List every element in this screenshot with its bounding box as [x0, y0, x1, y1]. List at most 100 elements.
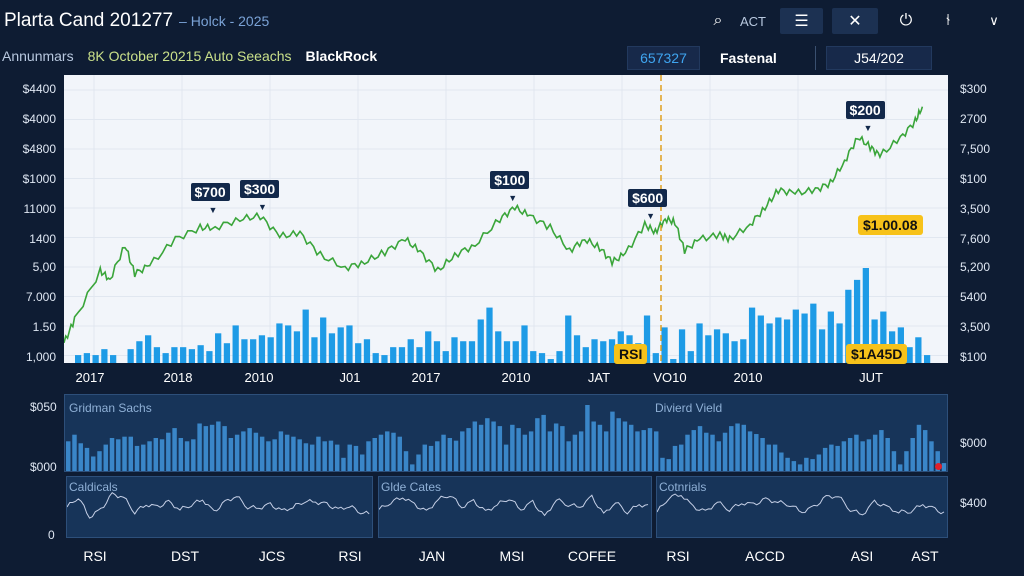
indicator-bar	[197, 423, 202, 471]
y-tick-left: 7.000	[25, 290, 56, 304]
x-tick: RSI	[666, 548, 690, 564]
price-annotation: $200	[845, 100, 885, 119]
indicator-bar	[516, 428, 521, 471]
volume-bar	[818, 329, 826, 363]
symbol-label[interactable]: Fastenal	[720, 50, 777, 66]
indicator-bar	[541, 414, 546, 471]
menu-icon[interactable]: ☰	[780, 8, 823, 34]
x-tick: VO10	[653, 370, 687, 385]
volume-bar	[530, 351, 537, 363]
ticker-box[interactable]: 657327	[627, 46, 700, 70]
indicator-bar	[791, 461, 797, 471]
indicator-bar	[860, 441, 865, 471]
subtitle: – Holck - 2025	[179, 13, 270, 29]
indicator-bar	[78, 443, 83, 471]
x-tick: ACCD	[745, 548, 785, 564]
indicator-bar	[122, 436, 127, 471]
volume-bar	[442, 351, 449, 363]
indicator-bar	[341, 457, 346, 471]
indicator-bar	[935, 451, 940, 471]
indicator-bar	[847, 438, 853, 471]
indicator-bar	[585, 405, 590, 471]
volume-bar	[678, 329, 686, 363]
x-tick: 2018	[163, 370, 193, 385]
indicator-bar	[841, 441, 847, 471]
indicator-bar	[322, 441, 327, 471]
indicator-bar	[428, 445, 434, 471]
volume-bar	[853, 279, 861, 363]
chevron-down-icon[interactable]: ∨	[989, 13, 999, 28]
indicator-bar	[929, 441, 934, 471]
y-tick-left: 1.50	[32, 320, 56, 334]
panel-label: Cotnrials	[659, 480, 707, 494]
indicator-bar	[710, 434, 715, 471]
indicator-bar	[510, 424, 515, 471]
indicator-bar	[334, 444, 340, 471]
volume-bar	[591, 339, 598, 363]
volume-bar	[836, 323, 843, 363]
indicator-bar	[472, 421, 478, 471]
indicator-bar	[422, 444, 428, 471]
indicator-bar	[885, 438, 890, 471]
indicator-bar	[672, 445, 678, 471]
volume-bar	[197, 345, 204, 363]
volume-bar	[906, 347, 913, 363]
volume-bar	[433, 341, 441, 363]
volume-bar	[652, 353, 659, 363]
y-tick-left: 5,00	[32, 260, 56, 274]
indicator-bar	[209, 424, 215, 471]
indicator-bar	[535, 418, 540, 471]
line-panel-1[interactable]: Caldicals	[66, 476, 373, 538]
volume-bar	[153, 347, 161, 363]
line-panel-2[interactable]: Glde Cates	[378, 476, 652, 538]
volume-bar	[705, 335, 712, 363]
highlight-label: $1.00.08	[858, 215, 923, 235]
indicator-bar	[779, 452, 784, 471]
indicator-bar	[485, 418, 490, 471]
search-icon[interactable]: ⌕	[713, 12, 723, 29]
indicator-bar	[491, 421, 496, 471]
search-summary[interactable]: 8K October 20215 Auto Seeachs	[87, 48, 292, 64]
indicator-line	[378, 494, 649, 517]
title-text: Plarta Cand 201277	[4, 10, 174, 31]
price-chart[interactable]	[63, 75, 948, 363]
indicator-bar	[72, 434, 77, 471]
x-tick: JAN	[418, 548, 446, 564]
indicator-bar	[153, 438, 159, 471]
indicator-bar	[403, 451, 409, 471]
volume-bar	[425, 331, 432, 363]
volume-bar	[801, 313, 808, 363]
indicator-bar	[328, 440, 334, 471]
company-name[interactable]: BlackRock	[305, 48, 378, 64]
close-icon[interactable]: ✕	[832, 8, 878, 34]
x-tick: RSI	[83, 548, 107, 564]
volume-bar	[573, 335, 581, 363]
indicator-bar	[141, 444, 146, 471]
x-tick: JUT	[859, 370, 883, 385]
indicator-bar	[172, 428, 177, 471]
volume-bar	[381, 355, 388, 363]
act-button[interactable]: ACT	[740, 13, 766, 29]
indicator-bar	[316, 436, 321, 471]
date-box[interactable]: J54/202	[826, 46, 932, 70]
volume-bar	[328, 333, 336, 363]
indicator-bar	[410, 464, 415, 471]
indicator-bar	[522, 434, 528, 471]
volume-panel[interactable]: Gridman Sachs Divierd Vield	[64, 394, 948, 472]
indicator-bar	[116, 439, 121, 471]
indicator-icon[interactable]: ⫮	[945, 12, 951, 29]
indicator-bar	[635, 431, 640, 471]
price-annotation: $600	[628, 188, 668, 207]
volume-bar	[92, 355, 99, 363]
indicator-bar	[741, 424, 747, 471]
volume-bar	[162, 353, 169, 363]
power-icon[interactable]: ⏻	[899, 12, 913, 29]
arrow-down-icon: ▼	[863, 122, 873, 133]
indicator-bar	[797, 464, 803, 471]
indicator-bar	[553, 423, 559, 471]
indicator-bar	[216, 421, 221, 471]
indicator-bar	[159, 439, 165, 471]
line-panel-3[interactable]: Cotnrials	[656, 476, 948, 538]
y-tick: $000	[960, 436, 987, 450]
volume-bar	[145, 335, 152, 363]
